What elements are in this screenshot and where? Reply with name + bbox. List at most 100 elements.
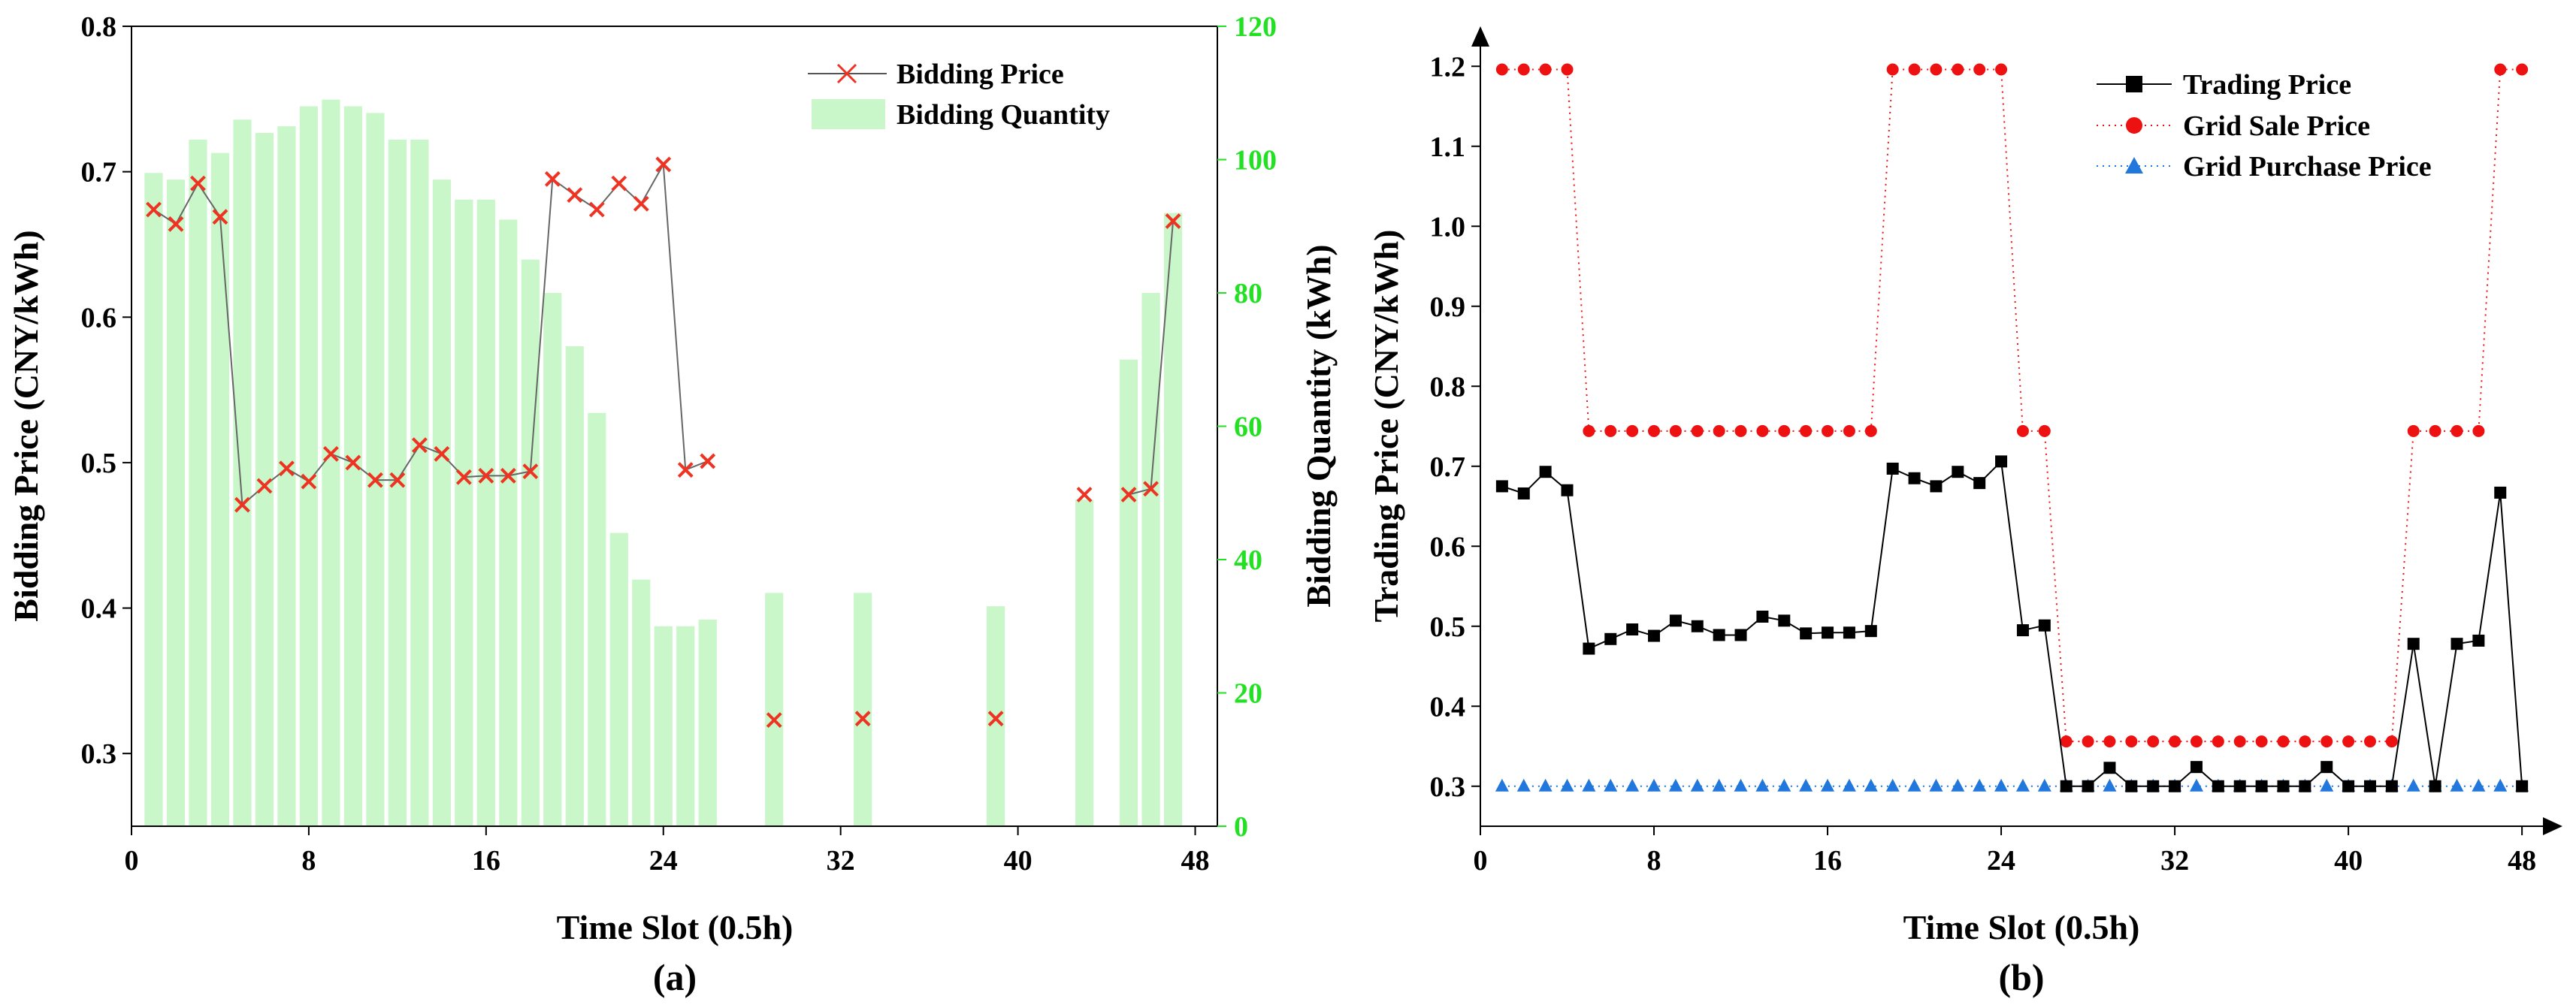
price-marker — [1120, 487, 1137, 502]
grid-sale-price-point — [1908, 63, 1921, 76]
trading-price-point — [1604, 632, 1617, 645]
price-marker — [411, 437, 428, 454]
grid-sale-price-point — [2494, 63, 2507, 76]
x-tick-label: 8 — [1647, 845, 1661, 877]
legend-grid-purchase-price-label: Grid Purchase Price — [2183, 151, 2432, 183]
grid-purchase-price-point — [1885, 778, 1900, 792]
y-tick-label: 1.2 — [1430, 51, 1466, 83]
price-marker — [987, 711, 1004, 727]
grid-sale-price-point — [1495, 63, 1508, 76]
grid-sale-price-point — [2082, 735, 2094, 748]
trading-price-point — [2169, 780, 2181, 792]
price-marker — [522, 463, 539, 479]
trading-price-point — [1930, 480, 1943, 493]
y-tick-label: 0.4 — [1430, 691, 1466, 723]
trading-price-point — [1864, 625, 1877, 638]
x-axis-arrow-icon — [2543, 817, 2562, 835]
panel-b-y-ticks: 0.3 0.4 0.5 0.6 0.7 0.8 0.9 1.0 1.1 1.2 — [1430, 51, 1480, 803]
quantity-bar — [322, 99, 340, 826]
grid-sale-price-point — [2038, 424, 2051, 437]
grid-sale-price-point — [2299, 735, 2311, 748]
legend-trading-price-marker — [2126, 76, 2142, 92]
trading-price-point — [1495, 480, 1508, 493]
trading-price-point — [2342, 780, 2355, 792]
grid-purchase-price-point — [2472, 778, 2486, 792]
panel-b-legend: Trading Price Grid Sale Price Grid Purch… — [2097, 69, 2432, 183]
price-marker — [567, 187, 583, 204]
trading-price-point — [2451, 638, 2463, 650]
trading-price-point — [2472, 634, 2485, 647]
grid-sale-price-point — [1864, 424, 1877, 437]
y-tick-label: 0.3 — [1430, 771, 1466, 803]
price-marker — [766, 712, 782, 729]
right-y-tick-label: 80 — [1234, 278, 1262, 309]
quantity-bar — [189, 139, 207, 826]
right-y-tick-label: 40 — [1234, 545, 1262, 576]
left-y-tick-label: 0.6 — [81, 302, 117, 333]
panel-a-right-y-ticks: 0 20 40 60 80 100 120 — [1217, 11, 1277, 843]
grid-purchase-price-point — [2015, 778, 2030, 792]
trading-price-point — [1973, 477, 1986, 490]
trading-price-point — [1800, 627, 1813, 640]
quantity-bar — [543, 293, 562, 826]
grid-purchase-price-point — [1712, 778, 1726, 792]
y-tick-label: 1.0 — [1430, 211, 1466, 243]
quantity-bar — [654, 626, 673, 826]
legend-bidding-price-label: Bidding Price — [896, 59, 1064, 90]
right-y-tick-label: 60 — [1234, 412, 1262, 443]
trading-price-point — [2321, 761, 2333, 774]
legend-grid-purchase-price-marker — [2125, 157, 2143, 174]
x-tick-label: 32 — [827, 845, 855, 877]
x-tick-label: 48 — [1181, 845, 1210, 877]
trading-price-point — [1734, 629, 1747, 641]
grid-sale-price-point — [1713, 424, 1725, 437]
series-grid-sale-price — [1495, 63, 2529, 748]
panel-a: 0 8 16 24 32 40 48 0.3 0.4 0.5 0.6 0.7 0.8 0 20 40 60 8… — [7, 11, 1338, 998]
grid-sale-price-point — [1583, 424, 1595, 437]
grid-purchase-price-point — [1907, 778, 1921, 792]
grid-purchase-price-point — [2103, 778, 2117, 792]
grid-sale-price-point — [2277, 735, 2290, 748]
grid-sale-price-point — [2321, 735, 2333, 748]
x-tick-label: 0 — [1474, 845, 1488, 877]
grid-sale-price-point — [1886, 63, 1899, 76]
trading-price-point — [2363, 780, 2376, 792]
grid-sale-price-point — [2125, 735, 2138, 748]
left-y-tick-label: 0.8 — [81, 11, 117, 43]
trading-price-point — [2277, 780, 2290, 792]
grid-sale-price-point — [1800, 424, 1813, 437]
price-marker — [146, 201, 162, 218]
right-y-tick-label: 20 — [1234, 678, 1262, 710]
price-marker — [854, 711, 871, 727]
quantity-bar — [1119, 359, 1138, 826]
grid-sale-price-point — [1973, 63, 1986, 76]
grid-sale-price-point — [2147, 735, 2160, 748]
quantity-bar — [299, 106, 319, 826]
grid-sale-price-point — [2472, 424, 2485, 437]
trading-price-point — [1539, 466, 1552, 478]
trading-price-point — [2233, 780, 2246, 792]
trading-price-point — [1517, 487, 1530, 499]
quantity-bar — [476, 199, 495, 826]
legend-bidding-quantity-label: Bidding Quantity — [896, 99, 1110, 131]
grid-sale-price-point — [1648, 424, 1661, 437]
quantity-bar — [432, 180, 451, 826]
grid-purchase-price-point — [1625, 778, 1640, 792]
trading-price-point — [2038, 619, 2051, 632]
panel-b-y-label: Trading Price (CNY/kWh) — [1367, 229, 1405, 622]
grid-purchase-price-point — [1929, 778, 1943, 792]
right-y-tick-label: 120 — [1234, 11, 1277, 43]
grid-sale-price-point — [1995, 63, 2008, 76]
price-marker — [455, 469, 472, 485]
grid-sale-price-point — [2407, 424, 2420, 437]
panel-b-x-ticks: 0 8 16 24 32 40 48 — [1474, 826, 2536, 877]
price-marker — [1165, 213, 1181, 229]
price-marker — [677, 462, 694, 478]
trading-price-point — [2082, 780, 2094, 792]
left-y-tick-label: 0.7 — [81, 157, 117, 189]
trading-price-point — [2190, 761, 2203, 774]
grid-purchase-price-point — [1842, 778, 1856, 792]
price-marker — [279, 460, 295, 477]
right-y-tick-label: 100 — [1234, 145, 1277, 177]
price-marker — [234, 496, 250, 513]
